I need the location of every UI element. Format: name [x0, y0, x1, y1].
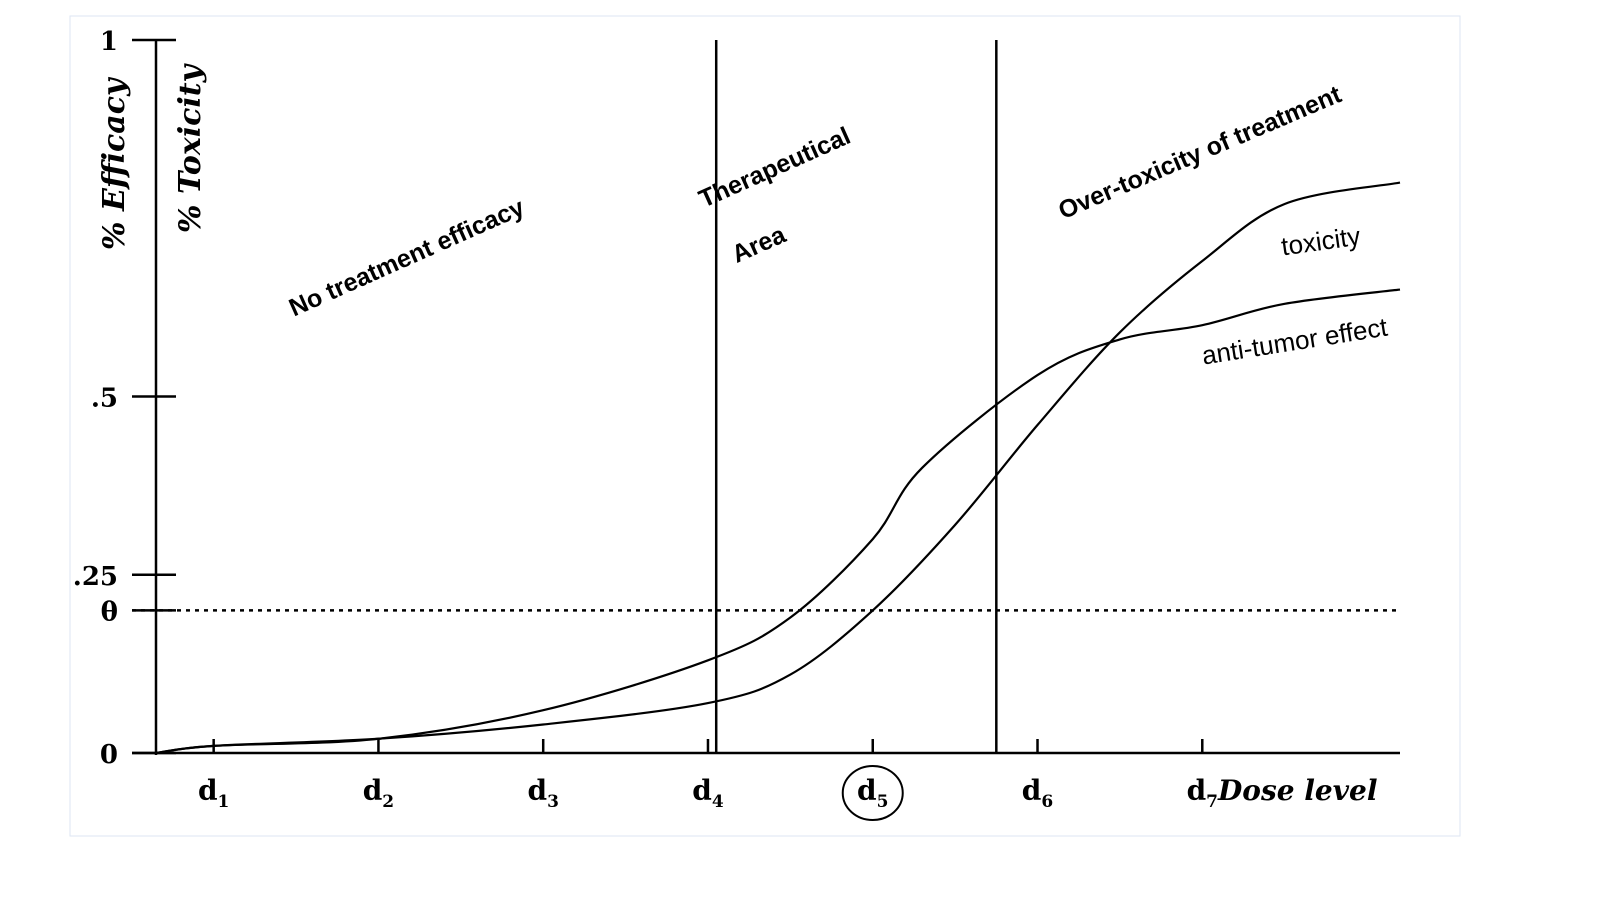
y-tick-label-0: 1	[100, 27, 118, 57]
y-tick-label-2: .25	[73, 562, 118, 592]
series-line-anti-tumor-effect	[155, 181, 1401, 755]
y-tick-label-4: 0	[100, 740, 118, 770]
x-tick-label-d1: d1	[198, 774, 229, 812]
y-label-efficacy: % Efficacy	[97, 76, 132, 250]
x-tick-label-d3: d3	[527, 774, 558, 812]
y-label-toxicity: % Toxicity	[173, 62, 208, 233]
y-tick-label-1: .5	[91, 384, 118, 414]
x-tick-label-d6: d6	[1022, 774, 1053, 812]
y-tick-label-3: θ	[101, 597, 118, 627]
plot-background	[69, 15, 1461, 837]
selected-dose-circle	[841, 765, 904, 821]
x-axis-label: Dose level	[1217, 774, 1377, 807]
